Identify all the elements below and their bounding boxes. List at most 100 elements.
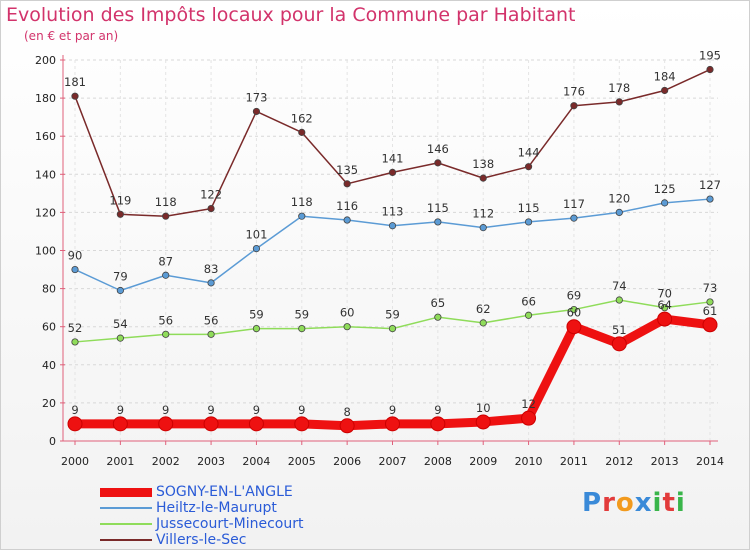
- data-label: 176: [563, 85, 585, 99]
- data-label: 9: [162, 403, 169, 417]
- data-label: 195: [699, 49, 721, 63]
- x-tick-label: 2005: [288, 455, 316, 468]
- data-point: [162, 330, 170, 338]
- data-label: 162: [291, 111, 313, 125]
- data-label: 87: [158, 254, 173, 268]
- data-label: 60: [567, 306, 582, 320]
- y-tick-label: 160: [35, 130, 56, 143]
- data-label: 69: [567, 289, 582, 303]
- x-tick-label: 2002: [152, 455, 180, 468]
- y-tick-label: 100: [35, 245, 56, 258]
- data-point: [294, 416, 310, 432]
- data-label: 144: [518, 146, 540, 160]
- data-point: [343, 216, 351, 224]
- y-tick-label: 120: [35, 206, 56, 219]
- data-point: [116, 286, 124, 295]
- data-point: [615, 208, 623, 216]
- data-point: [385, 416, 400, 432]
- data-label: 113: [382, 205, 404, 219]
- x-tick-label: 2008: [424, 455, 452, 468]
- data-point: [434, 159, 442, 167]
- x-tick-label: 2007: [379, 455, 407, 468]
- x-tick-label: 2001: [106, 455, 134, 468]
- data-point: [434, 218, 442, 226]
- data-label: 56: [158, 313, 173, 327]
- data-point: [116, 334, 124, 342]
- data-point: [71, 265, 79, 274]
- logo-letter: x: [634, 488, 653, 518]
- data-label: 119: [109, 193, 131, 207]
- x-tick-label: 2010: [515, 455, 543, 468]
- data-point: [615, 98, 623, 106]
- data-point: [661, 304, 669, 312]
- y-tick-label: 140: [35, 168, 56, 181]
- y-tick-label: 180: [35, 92, 56, 105]
- data-point: [207, 330, 215, 338]
- data-point: [479, 319, 487, 327]
- data-point: [706, 195, 714, 203]
- data-labels-layer: 181 119 118 122 173 162 135 141 146 138 144 176 178 1…: [64, 49, 721, 419]
- legend-label: Heiltz-le-Maurupt: [156, 500, 277, 516]
- legend-swatch: [100, 488, 152, 497]
- data-label: 118: [291, 195, 313, 209]
- chart-subtitle: (en € et par an): [24, 29, 119, 43]
- data-point: [252, 325, 261, 333]
- data-label: 61: [703, 304, 718, 318]
- data-label: 60: [340, 306, 355, 320]
- data-point: [475, 414, 491, 430]
- data-point: [162, 271, 170, 279]
- data-point: [570, 102, 578, 110]
- y-tick-label: 80: [42, 283, 56, 296]
- data-label: 9: [253, 403, 260, 417]
- data-point: [615, 296, 623, 304]
- data-label: 59: [294, 308, 309, 322]
- data-label: 9: [434, 403, 441, 417]
- data-point: [116, 210, 124, 218]
- line-chart: 0 20 40 60 80 100 120 140 160 180 200 2000 2001 2002 2…: [35, 49, 724, 468]
- data-point: [388, 325, 397, 333]
- data-label: 118: [155, 195, 177, 209]
- data-label: 9: [207, 403, 214, 417]
- data-label: 10: [476, 401, 491, 415]
- data-label: 112: [472, 207, 494, 221]
- data-point: [661, 86, 669, 95]
- data-label: 59: [249, 308, 264, 322]
- x-tick-label: 2003: [197, 455, 225, 468]
- logo-letter: i: [675, 488, 686, 518]
- data-point: [706, 298, 714, 306]
- data-label: 62: [476, 302, 491, 316]
- x-tick-label: 2009: [469, 455, 497, 468]
- data-label: 74: [612, 279, 627, 293]
- data-point: [298, 128, 306, 136]
- data-point: [71, 338, 79, 346]
- data-point: [706, 65, 714, 74]
- x-tick-label: 2012: [605, 455, 633, 468]
- axes: 0 20 40 60 80 100 120 140 160 180 200 2000 2001 2002 2…: [35, 54, 724, 468]
- data-label: 83: [204, 262, 219, 276]
- data-point: [566, 319, 582, 335]
- x-tick-label: 2000: [61, 455, 89, 468]
- data-point: [479, 174, 487, 182]
- data-label: 8: [343, 405, 350, 419]
- x-tick-label: 2013: [651, 455, 679, 468]
- data-point: [611, 336, 627, 352]
- grid-lines: [63, 59, 718, 442]
- data-point: [702, 317, 718, 333]
- y-tick-label: 60: [42, 321, 56, 334]
- logo-letter: o: [615, 488, 635, 518]
- data-label: 184: [654, 69, 676, 83]
- data-point: [343, 180, 351, 188]
- data-label: 181: [64, 75, 86, 89]
- data-point: [203, 416, 219, 432]
- data-label: 90: [68, 249, 83, 263]
- logo-letter: i: [652, 488, 663, 518]
- data-label: 120: [608, 191, 630, 205]
- data-point: [339, 418, 355, 434]
- data-point: [570, 214, 578, 222]
- data-point: [248, 416, 264, 432]
- x-tick-label: 2011: [560, 455, 588, 468]
- y-tick-label: 200: [35, 54, 56, 67]
- logo-letter: P: [582, 488, 603, 518]
- data-point: [112, 416, 128, 432]
- data-point: [434, 313, 442, 321]
